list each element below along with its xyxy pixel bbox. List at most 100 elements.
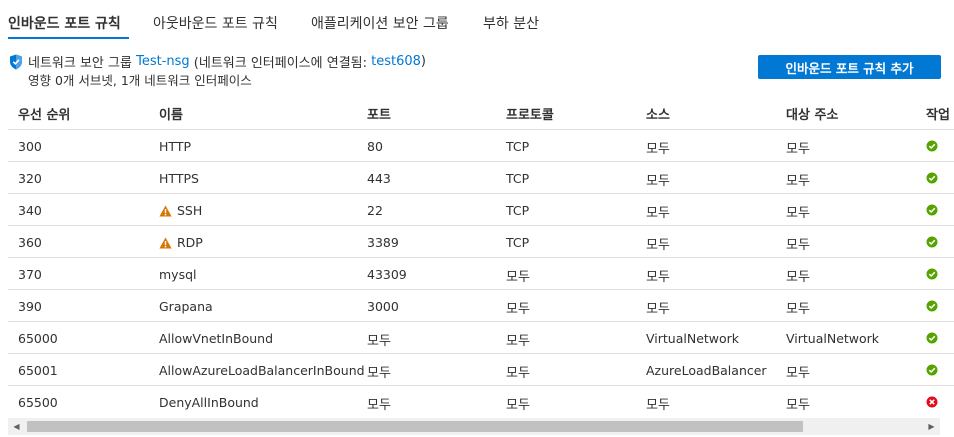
scroll-left-arrow-icon[interactable]: ◀	[13, 422, 20, 431]
tab-application-security-groups[interactable]: 애플리케이션 보안 그룹	[311, 16, 449, 32]
horizontal-scrollbar[interactable]: ◀ ▶	[8, 418, 940, 435]
rule-name: RDP	[177, 235, 203, 250]
nsg-info: 네트워크 보안 그룹 Test-nsg (네트워크 인터페이스에 연결됨: te…	[9, 52, 426, 71]
rule-name: AllowVnetInBound	[159, 331, 274, 346]
column-header-name[interactable]: 이름	[159, 108, 183, 123]
check-circle-icon	[926, 140, 938, 152]
table-row[interactable]: 300 HTTP 80 TCP 모두 모두	[8, 129, 954, 162]
nsg-attached-label: (네트워크 인터페이스에 연결됨:	[193, 56, 367, 71]
tab-outbound-rules[interactable]: 아웃바운드 포트 규칙	[153, 16, 278, 32]
rule-name-cell[interactable]: DenyAllInBound	[159, 395, 259, 410]
table-row[interactable]: 320 HTTPS 443 TCP 모두 모두	[8, 161, 954, 194]
rule-port: 443	[367, 171, 391, 186]
check-circle-icon	[926, 364, 938, 376]
table-row[interactable]: 65500 DenyAllInBound 모두 모두 모두 모두	[8, 385, 954, 418]
rules-table: 우선 순위 이름 포트 프로토콜 소스 대상 주소 작업 300 HTTP 80 TC…	[0, 96, 954, 419]
rule-destination: 모두	[786, 398, 810, 413]
rule-source: AzureLoadBalancer	[646, 363, 767, 378]
check-circle-icon	[926, 236, 938, 248]
rule-protocol: 모두	[506, 398, 530, 413]
rule-source: 모두	[646, 238, 670, 253]
table-row[interactable]: 340 SSH 22 TCP 모두 모두	[8, 193, 954, 226]
warning-icon	[159, 205, 172, 217]
rule-source: 모두	[646, 302, 670, 317]
add-inbound-rule-button[interactable]: 인바운드 포트 규칙 추가	[758, 55, 941, 79]
check-circle-icon	[926, 268, 938, 280]
column-header-priority[interactable]: 우선 순위	[18, 108, 71, 123]
rule-port: 모두	[367, 334, 391, 349]
tab-inbound-rules[interactable]: 인바운드 포트 규칙	[8, 16, 121, 32]
rule-name-cell[interactable]: SSH	[159, 203, 202, 218]
scroll-right-arrow-icon[interactable]: ▶	[928, 422, 935, 431]
rule-priority: 65500	[18, 395, 58, 410]
rule-protocol: 모두	[506, 270, 530, 285]
rule-protocol: 모두	[506, 302, 530, 317]
rule-protocol: TCP	[506, 235, 530, 250]
table-row[interactable]: 65001 AllowAzureLoadBalancerInBound 모두 모두 Az…	[8, 353, 954, 386]
check-circle-icon	[926, 332, 938, 344]
rule-priority: 390	[18, 299, 42, 314]
table-row[interactable]: 360 RDP 3389 TCP 모두 모두	[8, 225, 954, 258]
rule-destination: 모두	[786, 206, 810, 221]
check-circle-icon	[926, 204, 938, 216]
rule-name-cell[interactable]: AllowVnetInBound	[159, 331, 273, 346]
rule-name-cell[interactable]: AllowAzureLoadBalancerInBound	[159, 363, 365, 378]
tab-load-balancing[interactable]: 부하 분산	[483, 16, 539, 32]
rule-source: 모두	[646, 142, 670, 157]
rule-destination: 모두	[786, 366, 810, 381]
warning-icon	[159, 237, 172, 249]
rule-destination: 모두	[786, 238, 810, 253]
table-header: 우선 순위 이름 포트 프로토콜 소스 대상 주소 작업	[0, 96, 954, 128]
rule-name-cell[interactable]: HTTP	[159, 139, 191, 154]
rule-destination: 모두	[786, 270, 810, 285]
rule-port: 22	[367, 203, 383, 218]
rule-priority: 300	[18, 139, 42, 154]
nsg-paren-close: )	[420, 54, 426, 69]
rule-name: HTTPS	[159, 171, 199, 186]
rule-priority: 320	[18, 171, 42, 186]
scrollbar-thumb[interactable]	[27, 421, 803, 432]
rule-protocol: TCP	[506, 171, 530, 186]
rule-port: 모두	[367, 398, 391, 413]
rule-name-cell[interactable]: HTTPS	[159, 171, 199, 186]
rule-port: 모두	[367, 366, 391, 381]
column-header-action[interactable]: 작업	[926, 108, 950, 123]
active-tab-indicator	[8, 37, 129, 39]
rule-name: HTTP	[159, 139, 191, 154]
rule-name: SSH	[177, 203, 203, 218]
rule-name: DenyAllInBound	[159, 395, 259, 410]
shield-icon	[10, 54, 22, 69]
rule-destination: 모두	[786, 142, 810, 157]
column-header-port[interactable]: 포트	[367, 108, 391, 123]
table-row[interactable]: 390 Grapana 3000 모두 모두 모두	[8, 289, 954, 322]
check-circle-icon	[926, 172, 938, 184]
rule-name-cell[interactable]: RDP	[159, 235, 203, 250]
rule-port: 3389	[367, 235, 399, 250]
rule-name-cell[interactable]: mysql	[159, 267, 197, 282]
rule-priority: 340	[18, 203, 42, 218]
rule-protocol: TCP	[506, 139, 530, 154]
rule-name-cell[interactable]: Grapana	[159, 299, 213, 314]
rule-port: 43309	[367, 267, 407, 282]
table-row[interactable]: 65000 AllowVnetInBound 모두 모두 VirtualNetwork V…	[8, 321, 954, 354]
rule-source: 모두	[646, 174, 670, 189]
rule-priority: 370	[18, 267, 42, 282]
rule-name: Grapana	[159, 299, 213, 314]
rule-priority: 65001	[18, 363, 58, 378]
rule-protocol: 모두	[506, 334, 530, 349]
table-row[interactable]: 370 mysql 43309 모두 모두 모두	[8, 257, 954, 290]
rule-destination: 모두	[786, 174, 810, 189]
rule-destination: VirtualNetwork	[786, 331, 880, 346]
tab-bar: 인바운드 포트 규칙 아웃바운드 포트 규칙 애플리케이션 보안 그룹 부하 분…	[0, 0, 954, 42]
column-header-destination[interactable]: 대상 주소	[786, 108, 839, 123]
rule-source: 모두	[646, 398, 670, 413]
deny-circle-icon	[926, 396, 938, 408]
check-circle-icon	[926, 300, 938, 312]
nsg-label: 네트워크 보안 그룹	[28, 56, 132, 71]
rule-name: AllowAzureLoadBalancerInBound	[159, 363, 365, 378]
rule-priority: 65000	[18, 331, 58, 346]
network-interface-link[interactable]: test608	[371, 54, 421, 69]
nsg-name-link[interactable]: Test-nsg	[136, 54, 190, 69]
column-header-protocol[interactable]: 프로토콜	[506, 108, 554, 123]
column-header-source[interactable]: 소스	[646, 108, 670, 123]
